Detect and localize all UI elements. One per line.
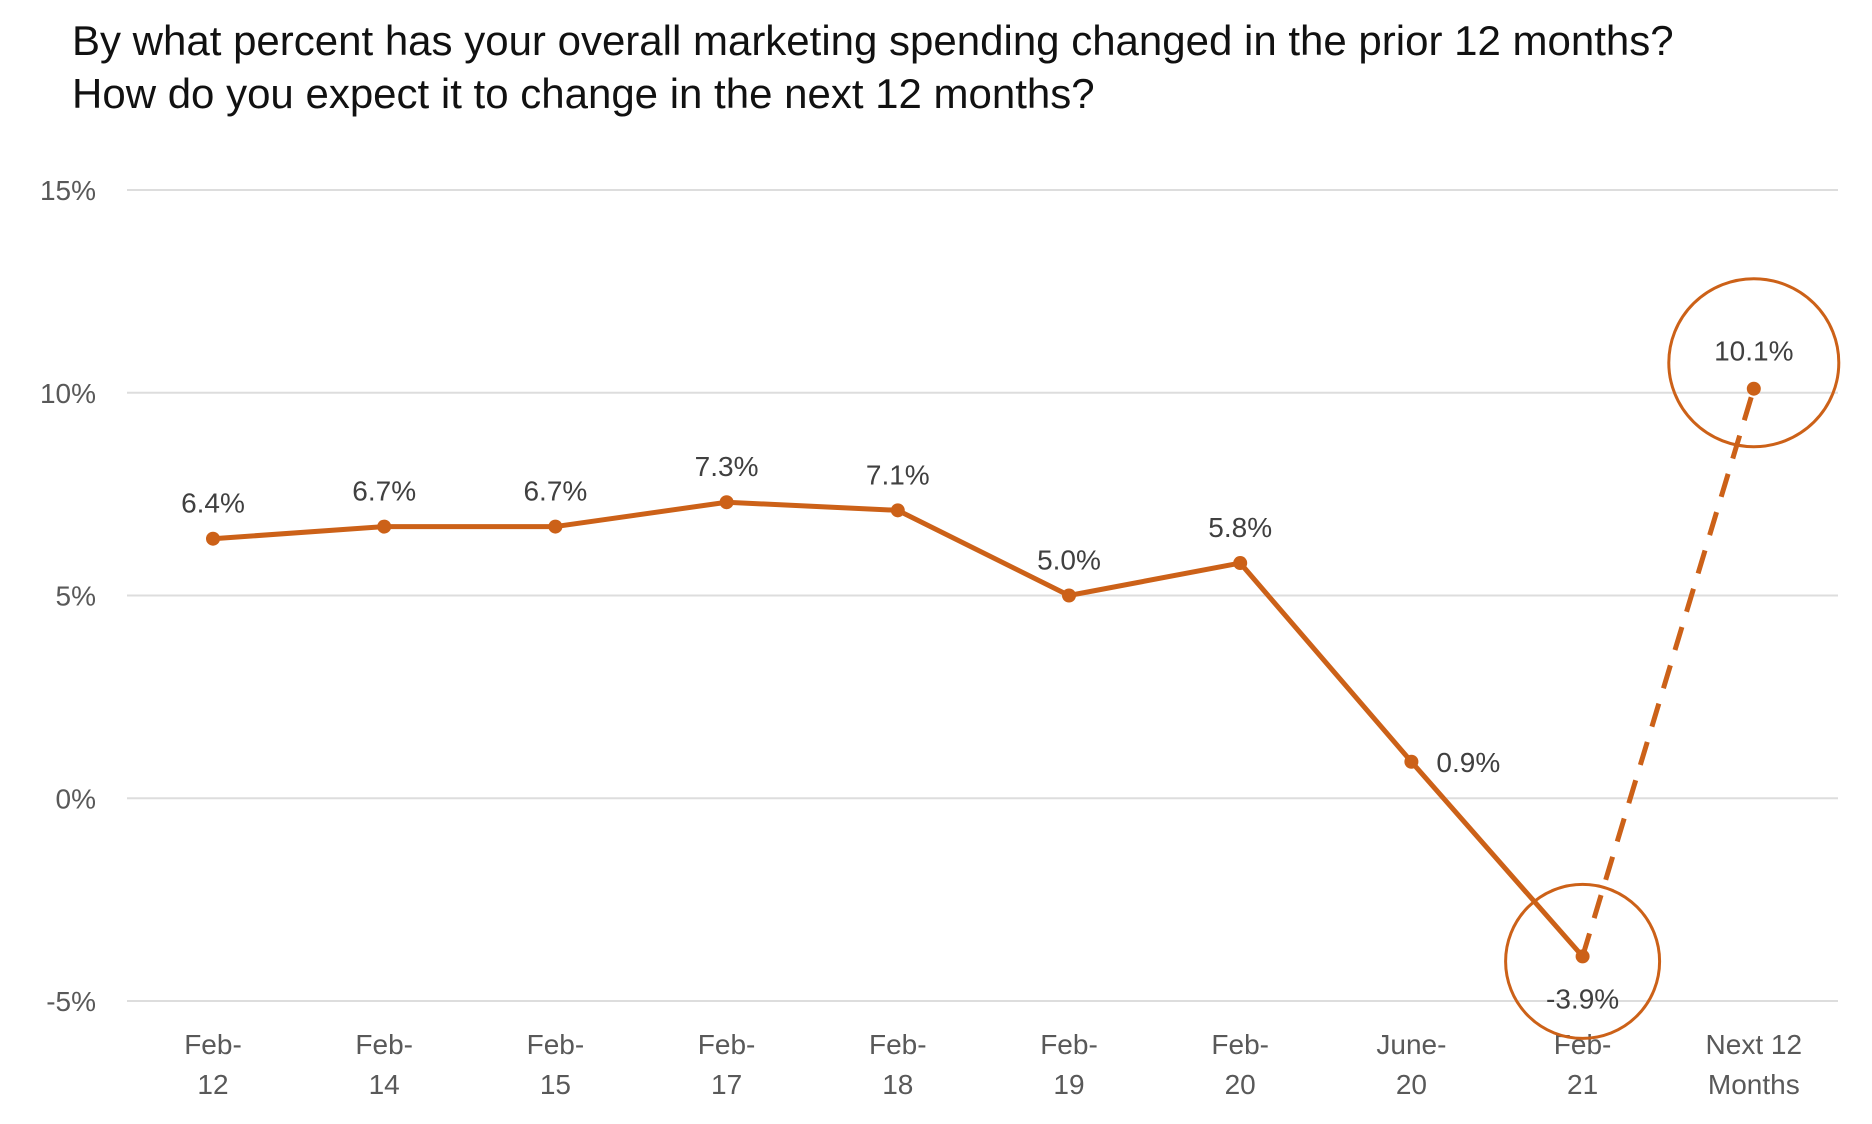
data-label: 0.9%	[1436, 747, 1500, 778]
y-tick-label: 10%	[40, 378, 96, 409]
x-tick-label: June-	[1376, 1029, 1446, 1060]
data-point	[206, 531, 220, 546]
data-point	[548, 519, 563, 534]
x-tick-label: 21	[1567, 1069, 1598, 1100]
x-tick-label: 15	[540, 1069, 571, 1100]
data-label: 5.8%	[1208, 512, 1272, 543]
projection-line-dashed	[1580, 387, 1757, 958]
data-label: 7.3%	[695, 451, 759, 482]
x-tick-label: Feb-	[698, 1029, 756, 1060]
data-label: -3.9%	[1546, 983, 1619, 1014]
data-label: 5.0%	[1037, 545, 1101, 576]
data-point	[719, 495, 734, 510]
x-tick-label: 20	[1396, 1069, 1427, 1100]
x-tick-label: Feb-	[1211, 1029, 1269, 1060]
data-label: 6.7%	[352, 476, 416, 507]
y-tick-label: 0%	[56, 783, 96, 814]
x-tick-label: Months	[1708, 1069, 1800, 1100]
x-tick-label: 12	[197, 1069, 228, 1100]
x-tick-label: Feb-	[527, 1029, 585, 1060]
x-tick-label: 20	[1225, 1069, 1256, 1100]
y-tick-label: 15%	[40, 175, 96, 206]
data-point	[1746, 381, 1761, 396]
data-label: 6.7%	[523, 476, 587, 507]
chart-title-line-1: By what percent has your overall marketi…	[72, 17, 1674, 64]
x-tick-label: Next 12	[1706, 1029, 1803, 1060]
chart-title-line-2: How do you expect it to change in the ne…	[72, 70, 1095, 117]
data-point	[1575, 949, 1590, 964]
x-tick-label: Feb-	[1040, 1029, 1098, 1060]
x-tick-label: 14	[369, 1069, 400, 1100]
chart-title: By what percent has your overall marketi…	[72, 14, 1674, 120]
x-tick-label: Feb-	[184, 1029, 242, 1060]
data-label: 6.4%	[181, 488, 245, 519]
data-point	[1404, 754, 1419, 769]
x-tick-label: 18	[882, 1069, 913, 1100]
data-point	[1233, 556, 1248, 571]
x-tick-label: Feb-	[1554, 1029, 1612, 1060]
data-label: 7.1%	[866, 459, 930, 490]
x-tick-label: Feb-	[869, 1029, 927, 1060]
data-point	[890, 503, 905, 518]
x-tick-label: Feb-	[355, 1029, 413, 1060]
y-tick-label: -5%	[46, 986, 96, 1017]
data-point	[1062, 588, 1076, 603]
x-tick-label: 17	[711, 1069, 742, 1100]
data-point	[377, 519, 392, 534]
series-line	[212, 499, 1585, 959]
highlight-circle	[1504, 882, 1662, 1040]
highlight-circle	[1667, 277, 1841, 449]
data-label: 10.1%	[1714, 336, 1793, 367]
x-tick-label: 19	[1053, 1069, 1084, 1100]
y-tick-label: 5%	[56, 581, 96, 612]
